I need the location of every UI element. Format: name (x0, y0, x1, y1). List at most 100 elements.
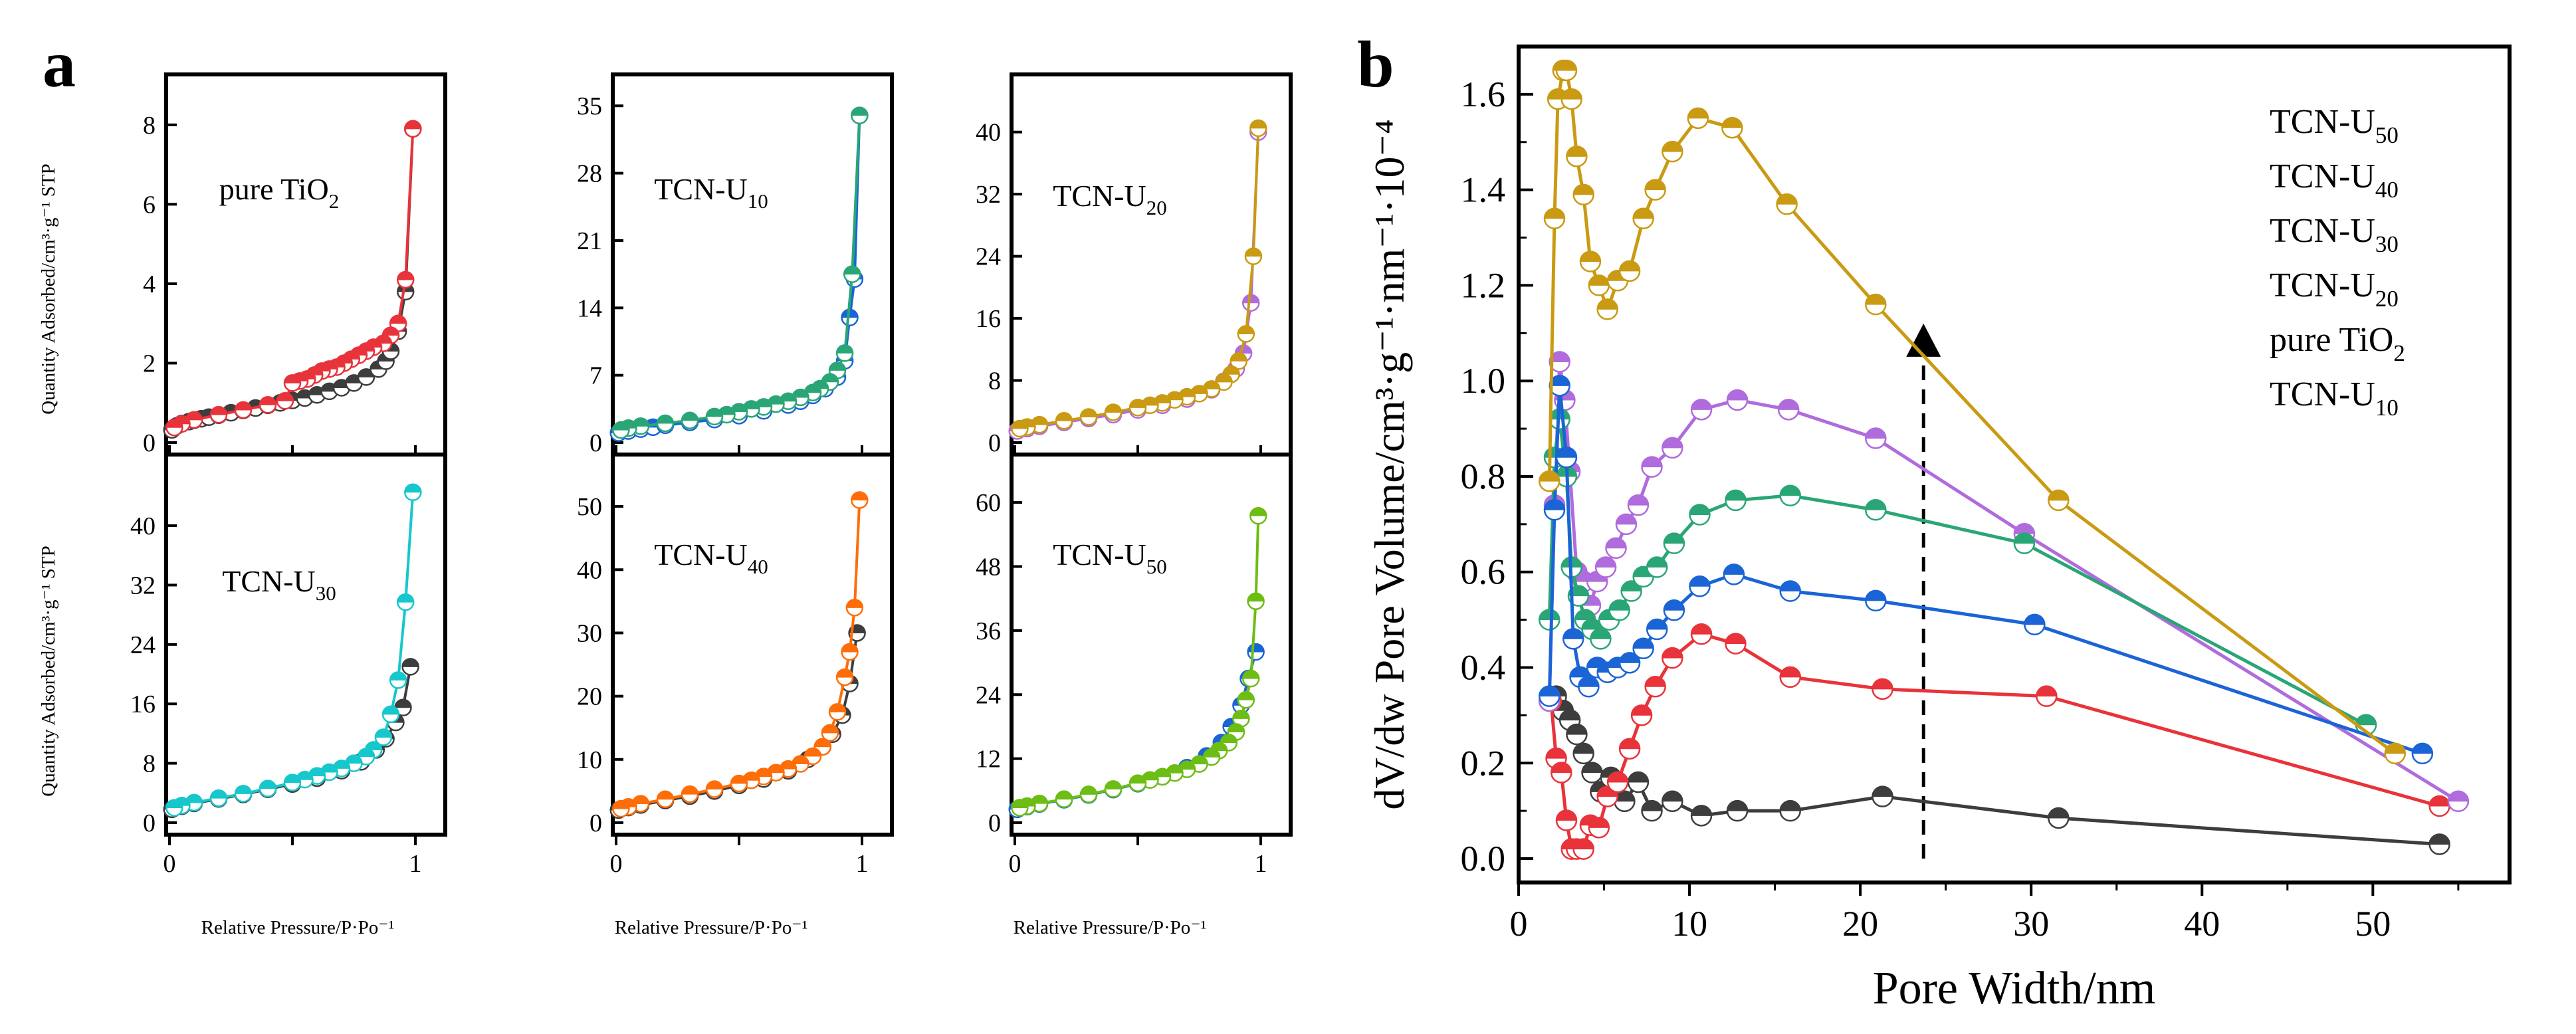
data-point (851, 491, 869, 509)
subplot-tcn-u40: 0 10 20 30 40 50 0 1 TCN-U40 (577, 453, 894, 878)
data-point (1608, 599, 1630, 621)
y-tick-label: 0.6 (1461, 552, 1506, 592)
y-tick-label: 36 (976, 617, 1001, 645)
data-point (1779, 580, 1801, 602)
data-point (1865, 427, 1887, 449)
data-point (828, 703, 847, 721)
y-tick-label: 0 (988, 429, 1001, 457)
panel-a-label: a (43, 27, 76, 101)
data-point (2428, 795, 2450, 817)
y-tick-label: 0.8 (1461, 457, 1506, 496)
data-point (165, 419, 183, 437)
data-point (1615, 513, 1638, 536)
panel-a-ylabel-top: Quantity Adsorbed/cm³·g⁻¹ STP (38, 163, 59, 414)
data-point (1618, 652, 1641, 674)
y-tick-label: 0 (143, 809, 156, 837)
data-point (1644, 676, 1666, 698)
data-point (1663, 599, 1685, 621)
y-tick-label: 0.2 (1461, 743, 1506, 783)
data-point (1588, 274, 1610, 296)
data-point (1777, 399, 1800, 421)
data-point (1079, 408, 1098, 426)
y-tick-label: 8 (988, 367, 1001, 395)
data-point (234, 785, 253, 803)
data-point (1641, 456, 1663, 478)
data-point (2048, 489, 2070, 512)
trend-arrow-head (1906, 323, 1941, 357)
data-point (396, 593, 415, 611)
data-point (401, 658, 419, 676)
data-point (1249, 119, 1267, 138)
data-point (1572, 742, 1594, 765)
plot-title: TCN-U50 (1053, 538, 1167, 578)
data-point (1723, 564, 1745, 585)
plot-title: pure TiO2 (219, 172, 339, 213)
data-point (283, 374, 302, 392)
data-point (1566, 146, 1588, 167)
y-tick-label: 1.0 (1461, 361, 1506, 401)
data-point (1662, 647, 1683, 669)
data-point (1055, 790, 1073, 808)
y-tick-label: 24 (130, 631, 156, 659)
data-point (2447, 790, 2470, 813)
data-point (1244, 247, 1263, 265)
y-tick-label: 0 (988, 809, 1001, 837)
data-point (1572, 838, 1594, 860)
data-point (2384, 742, 2407, 765)
data-point (389, 671, 407, 689)
data-point (1627, 494, 1650, 516)
data-point (845, 599, 864, 617)
data-point (1618, 260, 1641, 282)
data-point (1539, 609, 1560, 631)
data-point (1588, 817, 1610, 839)
y-tick-label: 0 (590, 809, 602, 837)
data-point (2428, 833, 2450, 855)
data-point (1539, 685, 1560, 707)
data-point (705, 407, 724, 426)
data-point (209, 405, 228, 424)
data-point (1549, 375, 1570, 397)
y-tick-label: 21 (577, 227, 602, 255)
data-point (1572, 183, 1594, 206)
series-line-TCN-U10 (1549, 632, 2440, 851)
data-point (1872, 678, 1893, 700)
subplot-tcn-u50: 0 12 24 36 48 60 0 1 TCN-U50 (976, 453, 1293, 878)
data-point (843, 265, 861, 283)
data-point (705, 780, 724, 798)
y-tick-label: 0 (590, 429, 602, 457)
data-point (821, 724, 839, 742)
y-axis-title: dV/dw Pore Volume/cm³·g⁻¹·nm⁻¹·10⁻⁴ (1366, 119, 1413, 809)
data-point (1605, 537, 1627, 560)
data-point (1247, 592, 1265, 610)
data-point (804, 747, 822, 766)
legend-entry: pure TiO2 (2270, 321, 2405, 366)
data-point (1247, 643, 1265, 661)
y-tick-label: 60 (976, 489, 1001, 517)
x-tick-label: 0 (163, 850, 176, 878)
data-point (1690, 399, 1713, 421)
y-tick-label: 16 (130, 690, 156, 718)
data-point (1237, 691, 1255, 709)
legend-entry: TCN-U30 (2270, 212, 2399, 257)
plot-frame (611, 72, 894, 457)
data-point (681, 411, 699, 429)
x-tick-label: 1 (856, 850, 869, 878)
data-point (1543, 499, 1566, 521)
x-tick-label: 50 (2355, 904, 2391, 944)
y-tick-label: 50 (577, 493, 602, 521)
y-tick-label: 28 (577, 160, 602, 188)
data-point (1687, 107, 1709, 130)
subplot-tcn-u30: 0 8 16 24 32 40 0 1 TCN-U30 (130, 453, 447, 878)
y-tick-label: 6 (143, 191, 156, 219)
data-point (1581, 762, 1603, 783)
data-point (1079, 785, 1098, 803)
data-point (396, 270, 415, 289)
data-point (276, 391, 294, 410)
data-point (681, 785, 699, 803)
data-point (1596, 298, 1618, 320)
data-point (1618, 738, 1641, 760)
data-point (1776, 193, 1798, 215)
y-tick-label: 40 (130, 512, 156, 540)
x-tick-label: 1 (1255, 850, 1267, 878)
